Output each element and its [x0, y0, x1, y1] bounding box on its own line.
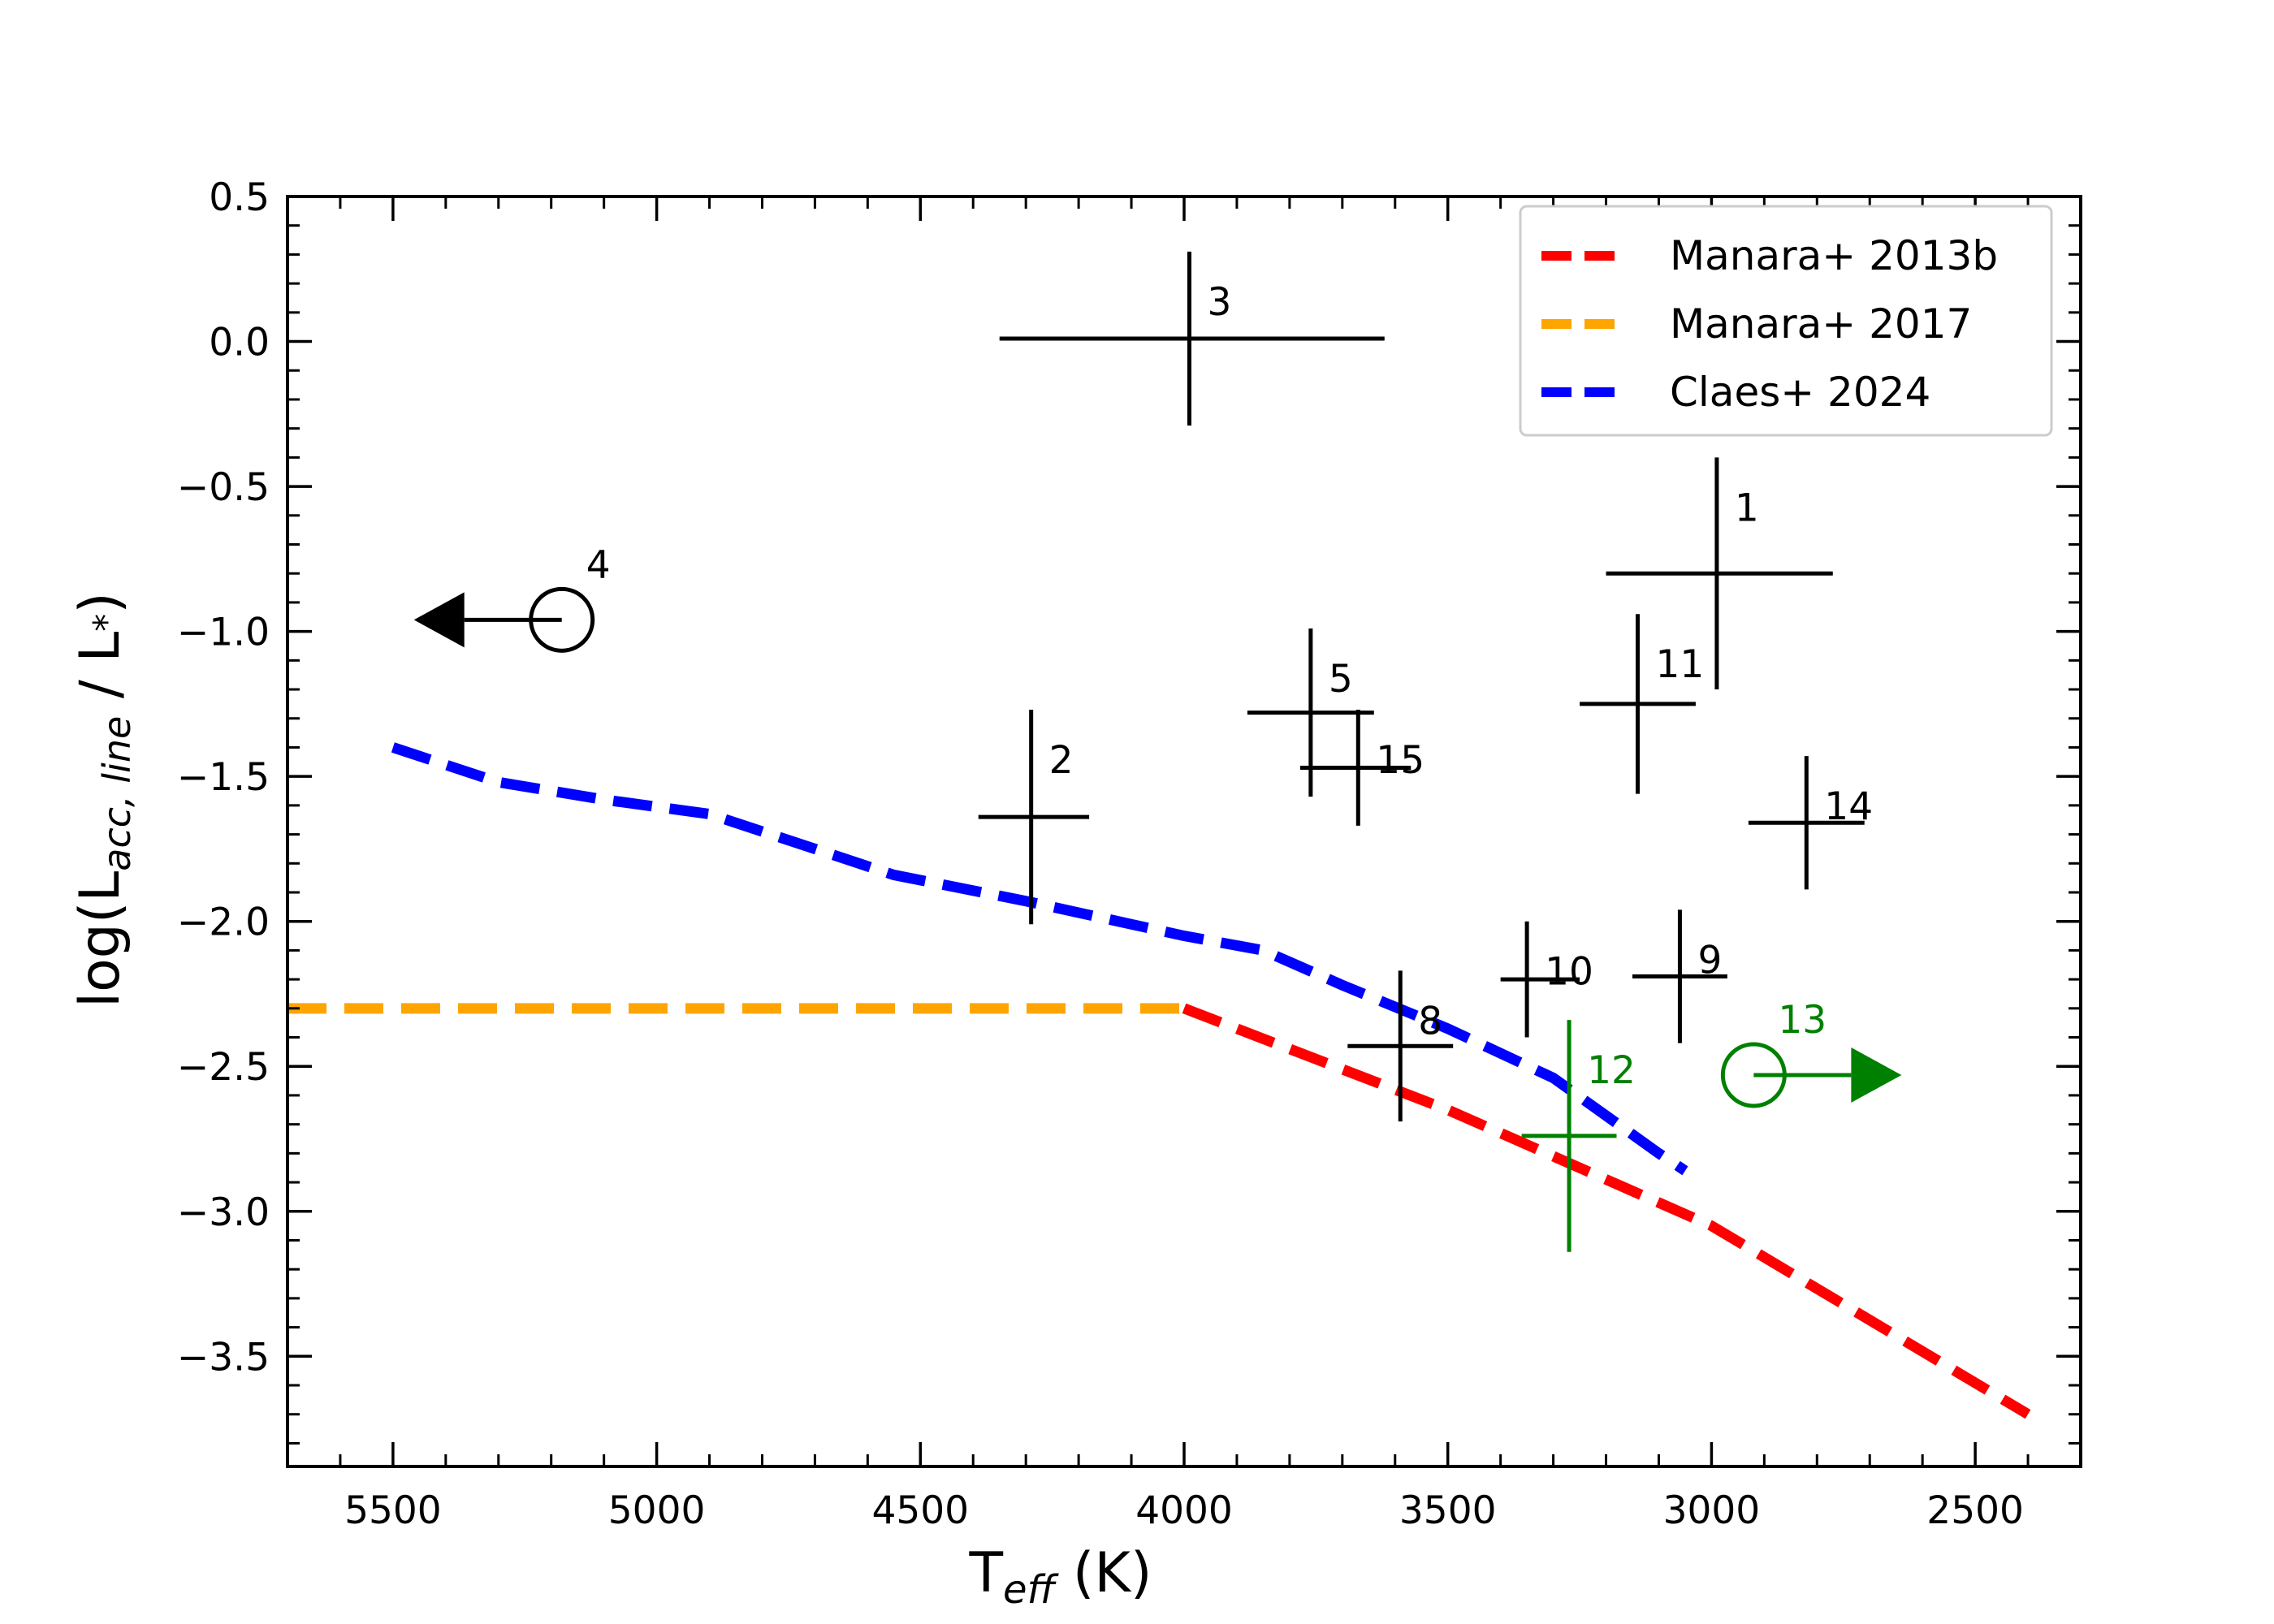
- x-tick-label: 3500: [1399, 1488, 1497, 1533]
- data-point-8: 8: [1347, 970, 1454, 1122]
- series-line-manara-2013b: [1182, 1003, 2031, 1419]
- y-tick-label: 0.5: [209, 175, 270, 220]
- x-axis-title: Teff (K): [969, 1541, 1152, 1613]
- x-tick-label: 4000: [1135, 1488, 1233, 1533]
- point-label-3: 3: [1207, 280, 1231, 325]
- plot-frame: [286, 195, 2082, 1468]
- x-axis-title-main: T: [969, 1541, 1004, 1605]
- limit-label-4: 4: [586, 542, 611, 587]
- data-point-15: 15: [1299, 710, 1424, 826]
- y-tick-label: −1.0: [177, 611, 270, 655]
- limit-arrow-head-13: [1851, 1047, 1902, 1103]
- y-tick-label: −2.0: [177, 901, 270, 945]
- y-tick-label: −2.5: [177, 1045, 270, 1090]
- y-axis-title-mid: / L: [68, 632, 132, 716]
- limit-marker-13: 13: [1720, 998, 1902, 1108]
- y-axis-title: log(Lacc, line / L*): [68, 592, 139, 1008]
- point-label-1: 1: [1735, 486, 1759, 530]
- data-point-12: 12: [1521, 1020, 1636, 1252]
- point-label-12: 12: [1587, 1048, 1636, 1093]
- limit-arrow-head-4: [413, 592, 465, 648]
- data-point-1: 1: [1606, 457, 1833, 690]
- y-axis-title-suffix: ): [68, 592, 132, 614]
- limit-marker-4: 4: [413, 542, 611, 653]
- y-tick-label: −1.5: [177, 755, 270, 800]
- series-line-claes-2024: [391, 742, 1688, 1176]
- point-label-9: 9: [1697, 938, 1722, 983]
- point-label-14: 14: [1824, 784, 1873, 829]
- data-point-2: 2: [978, 710, 1090, 925]
- data-point-11: 11: [1580, 614, 1704, 794]
- y-tick-label: −0.5: [177, 465, 270, 510]
- limit-label-13: 13: [1778, 998, 1827, 1043]
- data-point-9: 9: [1632, 909, 1727, 1043]
- ticks-layer: 5500 5000 4500 4000 3500 3000 2500 0.5 0.0 −0.5 −1…: [177, 175, 2081, 1533]
- data-point-14: 14: [1748, 756, 1873, 890]
- point-label-8: 8: [1418, 999, 1442, 1043]
- point-label-11: 11: [1655, 642, 1704, 687]
- point-label-5: 5: [1329, 657, 1353, 702]
- x-tick-label: 3000: [1663, 1488, 1761, 1533]
- y-tick-label: −3.5: [177, 1335, 270, 1380]
- x-tick-label: 2500: [1926, 1488, 2024, 1533]
- legend-label-manara-2017: Manara+ 2017: [1670, 300, 1972, 348]
- y-axis-title-prefix: log(L: [68, 871, 132, 1008]
- data-point-10: 10: [1500, 921, 1593, 1038]
- x-axis-title-sub: eff: [1003, 1567, 1060, 1613]
- x-axis-title-unit: (K): [1055, 1541, 1152, 1605]
- y-axis-title-sub: acc, line: [95, 716, 139, 871]
- point-label-10: 10: [1545, 950, 1593, 995]
- y-tick-label: 0.0: [209, 321, 270, 365]
- legend-box: [1519, 205, 2053, 437]
- y-axis-title-star: *: [86, 614, 128, 632]
- legend-label-manara-2013b: Manara+ 2013b: [1670, 232, 1998, 279]
- x-tick-label: 5000: [608, 1488, 706, 1533]
- point-label-15: 15: [1376, 738, 1424, 783]
- legend: Manara+ 2013b Manara+ 2017 Claes+ 2024: [1519, 205, 2053, 437]
- data-point-5: 5: [1247, 628, 1374, 797]
- x-tick-label: 5500: [344, 1488, 442, 1533]
- series-layer: [287, 742, 2031, 1419]
- x-tick-label: 4500: [871, 1488, 969, 1533]
- point-label-2: 2: [1049, 738, 1074, 783]
- y-tick-label: −3.0: [177, 1190, 270, 1235]
- legend-label-claes-2024: Claes+ 2024: [1670, 369, 1930, 416]
- data-point-3: 3: [999, 251, 1385, 426]
